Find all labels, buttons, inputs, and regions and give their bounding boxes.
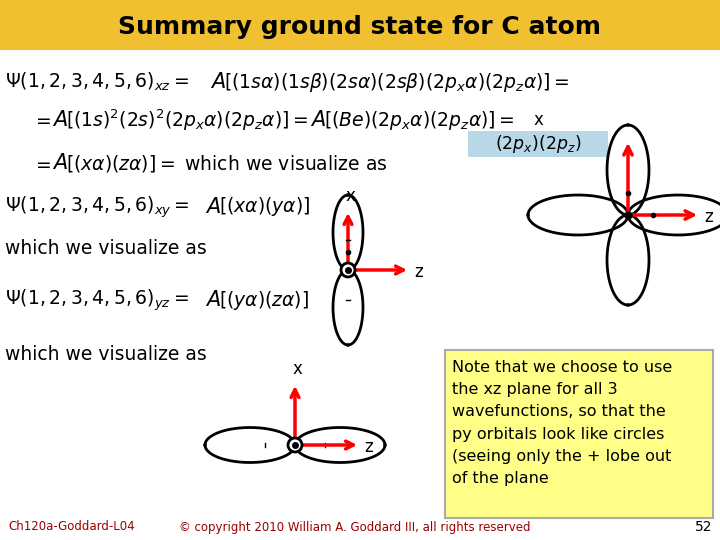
FancyBboxPatch shape	[445, 350, 713, 518]
Bar	[0, 0, 720, 50]
Text: $[(x\alpha)(z\alpha)] =$ which we visualize as: $[(x\alpha)(z\alpha)] =$ which we visual…	[66, 152, 387, 173]
Circle shape	[288, 438, 302, 452]
Text: © copyright 2010 William A. Goddard III, all rights reserved: © copyright 2010 William A. Goddard III,…	[179, 521, 531, 534]
Text: x: x	[345, 187, 355, 205]
Text: $= $: $= $	[32, 153, 51, 172]
Text: which we visualize as: which we visualize as	[5, 239, 207, 258]
Text: z: z	[364, 438, 373, 456]
Text: z: z	[414, 263, 423, 281]
Text: $[(1s\alpha)(1s\beta)(2s\alpha)(2s\beta)(2p_x\alpha)(2p_z\alpha)] =$: $[(1s\alpha)(1s\beta)(2s\alpha)(2s\beta)…	[224, 71, 570, 93]
Polygon shape	[607, 125, 649, 215]
Polygon shape	[607, 215, 649, 305]
Text: which we visualize as: which we visualize as	[5, 346, 207, 365]
Text: $\Psi(1,2,3,4,5,6)_{xy} = $: $\Psi(1,2,3,4,5,6)_{xy} = $	[5, 194, 189, 220]
Polygon shape	[205, 428, 295, 462]
Text: $[(y\alpha)(z\alpha)]$: $[(y\alpha)(z\alpha)]$	[219, 288, 309, 312]
Polygon shape	[628, 195, 720, 235]
Polygon shape	[295, 428, 385, 462]
Text: z: z	[704, 208, 713, 226]
Text: $[(Be)(2p_x\alpha)(2p_z\alpha)] =$: $[(Be)(2p_x\alpha)(2p_z\alpha)] =$	[324, 109, 515, 132]
Text: x: x	[292, 360, 302, 378]
Text: $(2p_x)(2p_z)$: $(2p_x)(2p_z)$	[495, 133, 581, 155]
Text: $= $: $= $	[32, 111, 51, 130]
Text: $\mathbf{\mathit{A}}$: $\mathbf{\mathit{A}}$	[310, 110, 326, 130]
Text: $\mathbf{\mathit{A}}$: $\mathbf{\mathit{A}}$	[205, 197, 221, 217]
Text: Note that we choose to use
the xz plane for all 3
wavefunctions, so that the
py : Note that we choose to use the xz plane …	[452, 360, 672, 486]
Text: $\Psi(1,2,3,4,5,6)_{yz} = $: $\Psi(1,2,3,4,5,6)_{yz} = $	[5, 287, 189, 313]
Polygon shape	[333, 195, 363, 270]
Text: $\mathbf{\mathit{A}}$: $\mathbf{\mathit{A}}$	[52, 153, 68, 173]
Text: $\mathbf{\mathit{A}}$: $\mathbf{\mathit{A}}$	[52, 110, 68, 130]
Text: Summary ground state for C atom: Summary ground state for C atom	[119, 15, 601, 39]
Polygon shape	[333, 270, 363, 345]
Text: $\mathbf{\mathit{A}}$: $\mathbf{\mathit{A}}$	[210, 72, 226, 92]
Text: x: x	[533, 111, 543, 129]
Text: $\Psi(1,2,3,4,5,6)_{xz}=$: $\Psi(1,2,3,4,5,6)_{xz}=$	[5, 71, 189, 93]
Text: 52: 52	[695, 520, 712, 534]
FancyBboxPatch shape	[468, 131, 608, 157]
Circle shape	[341, 263, 355, 277]
Text: $[(1s)^2(2s)^2(2p_x\alpha)(2p_z\alpha)] =$: $[(1s)^2(2s)^2(2p_x\alpha)(2p_z\alpha)] …	[66, 107, 308, 133]
Text: $\mathbf{\mathit{A}}$: $\mathbf{\mathit{A}}$	[205, 290, 221, 310]
Text: $[(x\alpha)(y\alpha)]$: $[(x\alpha)(y\alpha)]$	[219, 195, 310, 219]
Text: Ch120a-Goddard-L04: Ch120a-Goddard-L04	[8, 521, 135, 534]
Polygon shape	[528, 195, 628, 235]
